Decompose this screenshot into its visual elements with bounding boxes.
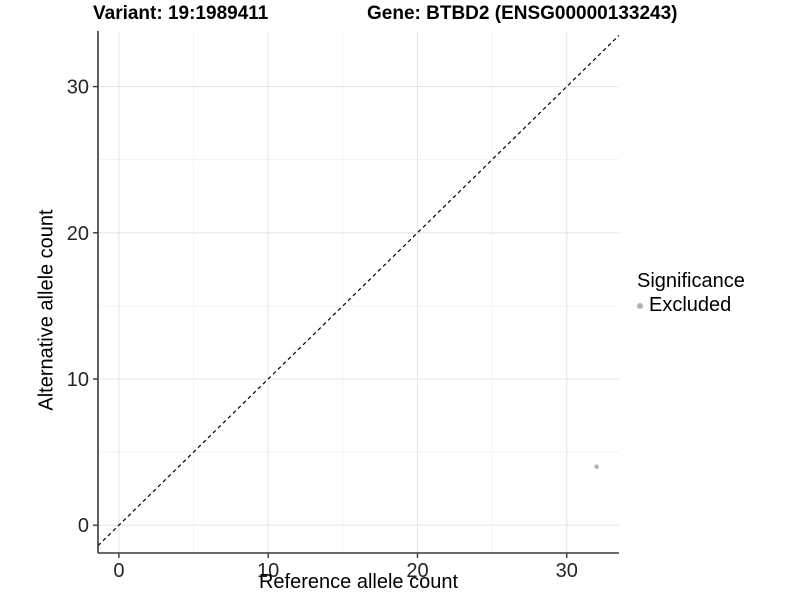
svg-text:20: 20 (406, 560, 428, 582)
svg-text:10: 10 (67, 369, 89, 391)
legend-item-excluded: Excluded (637, 294, 745, 317)
variant-title: Variant: 19:1989411 (93, 3, 269, 24)
svg-text:30: 30 (67, 77, 89, 99)
svg-text:30: 30 (556, 560, 578, 582)
y-axis-title: Alternative allele count (35, 209, 58, 411)
svg-text:0: 0 (78, 515, 89, 537)
svg-text:20: 20 (67, 223, 89, 245)
legend-title: Significance (637, 270, 745, 292)
excluded-point-icon (637, 302, 643, 309)
x-axis-title: Reference allele count (258, 571, 458, 593)
legend: Significance Excluded (637, 270, 745, 317)
legend-item-label: Excluded (649, 294, 732, 316)
svg-text:0: 0 (113, 560, 124, 582)
svg-text:10: 10 (257, 560, 279, 582)
gene-title: Gene: BTBD2 (ENSG00000133243) (367, 3, 678, 24)
